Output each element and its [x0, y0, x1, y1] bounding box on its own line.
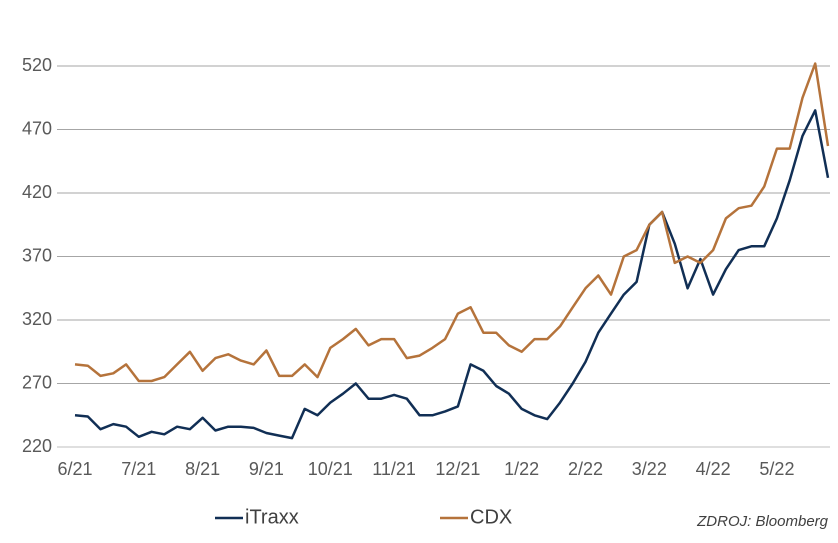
y-tick-label: 320 [22, 309, 52, 329]
legend-label: iTraxx [245, 506, 299, 528]
y-tick-label: 270 [22, 372, 52, 392]
x-tick-label: 6/21 [57, 459, 92, 479]
y-tick-label: 370 [22, 245, 52, 265]
x-tick-label: 10/21 [308, 459, 353, 479]
legend-label: CDX [470, 506, 512, 528]
x-tick-label: 1/22 [504, 459, 539, 479]
x-tick-label: 2/22 [568, 459, 603, 479]
x-tick-label: 4/22 [696, 459, 731, 479]
series-line [74, 62, 830, 383]
y-tick-label: 220 [22, 436, 52, 456]
source-note: ZDROJ: Bloomberg [696, 513, 829, 530]
x-tick-label: 3/22 [632, 459, 667, 479]
x-tick-label: 9/21 [249, 459, 284, 479]
x-tick-label: 11/21 [372, 459, 416, 479]
x-tick-label: 12/21 [435, 459, 480, 479]
x-tick-label: 5/22 [759, 459, 794, 479]
y-tick-label: 470 [22, 118, 52, 138]
y-tick-label: 420 [22, 182, 52, 202]
x-tick-label: 7/21 [121, 459, 156, 479]
series-line [74, 109, 830, 440]
x-tick-label: 8/21 [185, 459, 220, 479]
y-tick-label: 520 [22, 55, 52, 75]
